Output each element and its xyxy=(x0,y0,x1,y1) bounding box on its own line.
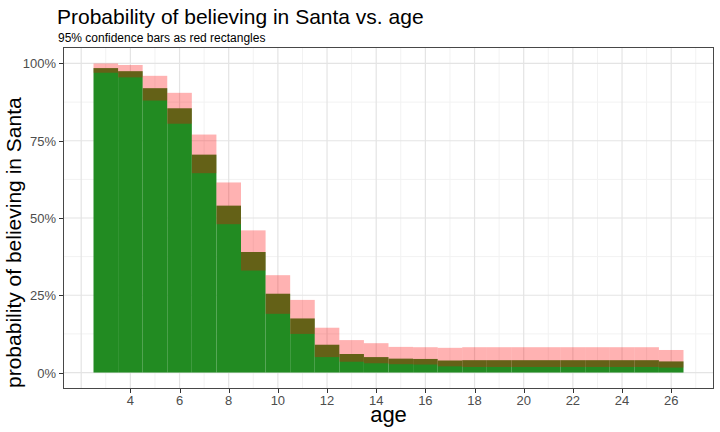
bar-age-4 xyxy=(118,71,143,372)
ci-age-11 xyxy=(290,300,315,334)
x-tick-mark xyxy=(130,389,131,393)
santa-belief-chart: Probability of believing in Santa vs. ag… xyxy=(0,0,720,432)
ci-age-7 xyxy=(192,135,217,174)
chart-subtitle: 95% confidence bars as red rectangles xyxy=(58,31,265,45)
ci-age-13 xyxy=(339,340,364,362)
y-tick-label-0%: 0% xyxy=(0,366,56,381)
y-tick-label-50%: 50% xyxy=(0,211,56,226)
x-tick-mark xyxy=(229,389,230,393)
x-tick-mark xyxy=(180,389,181,393)
ci-age-17 xyxy=(438,348,463,367)
ci-age-3 xyxy=(94,63,119,72)
chart-title: Probability of believing in Santa vs. ag… xyxy=(57,5,424,29)
ci-age-16 xyxy=(413,347,438,364)
x-tick-mark xyxy=(671,389,672,393)
x-axis-title: age xyxy=(64,402,713,428)
plot-area xyxy=(64,48,713,388)
ci-age-24 xyxy=(610,347,635,367)
ci-age-26 xyxy=(659,350,684,368)
bar-age-7 xyxy=(192,155,217,373)
y-tick-mark xyxy=(59,373,63,374)
y-tick-mark xyxy=(59,218,63,219)
ci-age-19 xyxy=(487,347,512,367)
y-tick-mark xyxy=(59,295,63,296)
ci-age-6 xyxy=(167,93,192,124)
y-tick-label-75%: 75% xyxy=(0,134,56,149)
ci-age-10 xyxy=(266,275,291,314)
x-tick-mark xyxy=(573,389,574,393)
ci-age-5 xyxy=(143,76,168,101)
bar-age-6 xyxy=(167,108,192,372)
x-tick-mark xyxy=(622,389,623,393)
bar-age-5 xyxy=(143,88,168,372)
y-tick-label-25%: 25% xyxy=(0,288,56,303)
ci-age-25 xyxy=(634,347,659,367)
x-tick-mark xyxy=(425,389,426,393)
x-tick-mark xyxy=(524,389,525,393)
ci-age-18 xyxy=(462,347,487,367)
ci-age-9 xyxy=(241,230,266,270)
ci-age-14 xyxy=(364,343,389,363)
ci-age-21 xyxy=(536,347,561,367)
bar-age-3 xyxy=(94,68,119,372)
ci-age-15 xyxy=(389,347,414,364)
ci-age-8 xyxy=(216,182,241,224)
ci-age-4 xyxy=(118,65,143,77)
ci-age-20 xyxy=(511,347,536,367)
bar-age-8 xyxy=(216,206,241,373)
ci-age-22 xyxy=(561,347,586,367)
x-tick-mark xyxy=(376,389,377,393)
y-tick-label-100%: 100% xyxy=(0,56,56,71)
x-tick-mark xyxy=(475,389,476,393)
y-tick-mark xyxy=(59,63,63,64)
ci-age-12 xyxy=(315,328,340,357)
y-tick-mark xyxy=(59,141,63,142)
x-tick-mark xyxy=(327,389,328,393)
plot-panel xyxy=(63,47,714,389)
ci-age-23 xyxy=(585,347,610,367)
x-tick-mark xyxy=(278,389,279,393)
